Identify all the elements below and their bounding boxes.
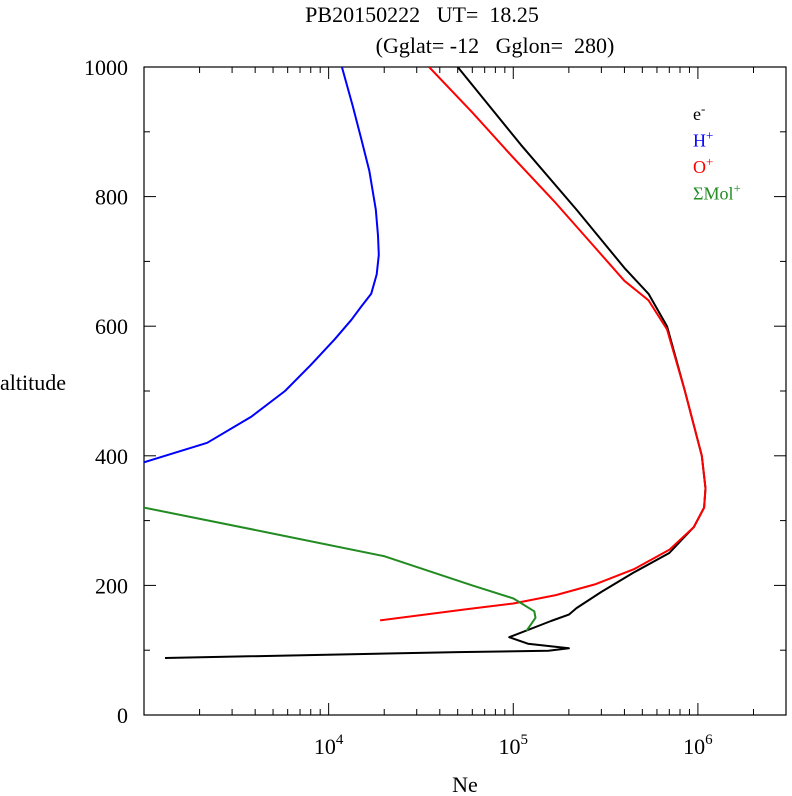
axes-layer: 0 200 400 600 800 1000 104 105 106 bbox=[84, 55, 787, 759]
x-tick-label: 104 bbox=[314, 732, 344, 759]
legend-entry-4: ΣMol+ bbox=[693, 181, 741, 204]
plot-frame bbox=[143, 66, 787, 716]
series-line-1 bbox=[164, 67, 707, 659]
y-axis-label: altitude bbox=[0, 370, 66, 395]
series-layer bbox=[144, 67, 707, 659]
y-tick-label: 0 bbox=[117, 703, 128, 728]
series-line-4 bbox=[144, 506, 537, 632]
series-line-3 bbox=[379, 67, 707, 622]
chart-title-line1: PB20150222 UT= 18.25 bbox=[305, 2, 539, 27]
y-tick-label: 1000 bbox=[84, 55, 128, 80]
y-tick-label: 400 bbox=[95, 444, 128, 469]
x-tick-label: 105 bbox=[499, 732, 529, 759]
y-tick-label: 200 bbox=[95, 573, 128, 598]
legend-entry-1: e- bbox=[693, 101, 705, 124]
legend: e- H+ O+ ΣMol+ bbox=[693, 101, 741, 204]
chart-title-line2: (Gglat= -12 Gglon= 280) bbox=[376, 33, 615, 58]
legend-entry-2: H+ bbox=[693, 128, 713, 151]
x-tick-label: 106 bbox=[683, 732, 713, 759]
y-tick-label: 800 bbox=[95, 185, 128, 210]
series-line-2 bbox=[144, 67, 380, 464]
x-axis-label: Ne bbox=[452, 772, 478, 796]
y-tick-label: 600 bbox=[95, 314, 128, 339]
legend-entry-3: O+ bbox=[693, 154, 713, 177]
